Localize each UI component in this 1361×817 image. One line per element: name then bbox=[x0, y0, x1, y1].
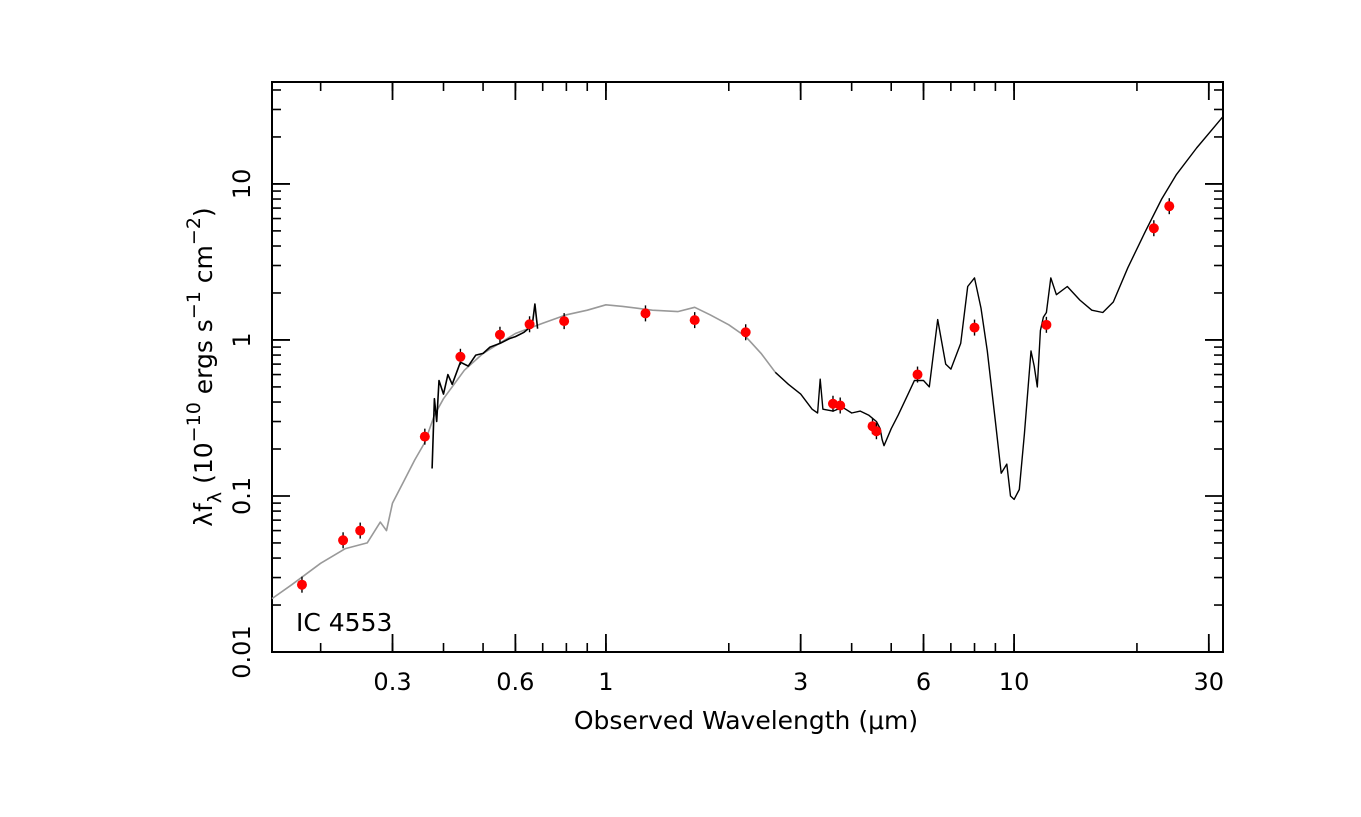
data-point bbox=[559, 316, 570, 327]
y-axis-title: λfλ (10−10 ergs s−1 cm−2) bbox=[183, 207, 226, 526]
y-tick-label: 1 bbox=[228, 332, 256, 347]
data-point bbox=[912, 369, 923, 380]
model-sed-line bbox=[271, 303, 776, 600]
x-tick-label: 3 bbox=[793, 668, 808, 696]
plot-frame bbox=[271, 81, 1224, 653]
photometry-series bbox=[296, 198, 1175, 593]
data-point bbox=[419, 431, 430, 442]
data-point bbox=[524, 319, 535, 330]
spectrum-series bbox=[431, 116, 1224, 501]
x-tick-label: 30 bbox=[1194, 668, 1225, 696]
data-point bbox=[1164, 201, 1175, 212]
data-point bbox=[355, 525, 366, 536]
minor-ticks bbox=[272, 82, 1223, 652]
x-tick-labels: 0.3 0.6 1 3 6 10 30 bbox=[373, 668, 1224, 696]
data-point bbox=[689, 315, 700, 326]
x-tick-label: 0.6 bbox=[496, 668, 534, 696]
x-tick-label: 10 bbox=[999, 668, 1030, 696]
data-point bbox=[338, 535, 349, 546]
plot-border bbox=[271, 81, 1224, 653]
x-axis-title: Observed Wavelength (μm) bbox=[574, 706, 918, 735]
ir-spectrum-line bbox=[774, 116, 1224, 501]
major-ticks bbox=[272, 82, 1223, 653]
x-tick-label: 6 bbox=[916, 668, 931, 696]
data-point bbox=[455, 351, 466, 362]
y-tick-label: 0.01 bbox=[228, 625, 256, 678]
data-point bbox=[835, 400, 846, 411]
y-tick-label: 10 bbox=[228, 169, 256, 200]
y-tick-labels: 0.01 0.1 1 10 bbox=[228, 169, 256, 679]
data-point bbox=[871, 426, 882, 437]
x-tick-label: 0.3 bbox=[373, 668, 411, 696]
data-point bbox=[296, 579, 307, 590]
y-tick-label: 0.1 bbox=[228, 477, 256, 515]
data-point bbox=[969, 322, 980, 333]
x-tick-label: 1 bbox=[598, 668, 613, 696]
data-point bbox=[740, 327, 751, 338]
model-series bbox=[271, 303, 776, 600]
data-point bbox=[640, 308, 651, 319]
object-annotation: IC 4553 bbox=[296, 608, 392, 637]
data-point bbox=[1148, 223, 1159, 234]
optical-spectrum-line bbox=[431, 303, 539, 469]
data-point bbox=[1041, 319, 1052, 330]
data-point bbox=[494, 329, 505, 340]
